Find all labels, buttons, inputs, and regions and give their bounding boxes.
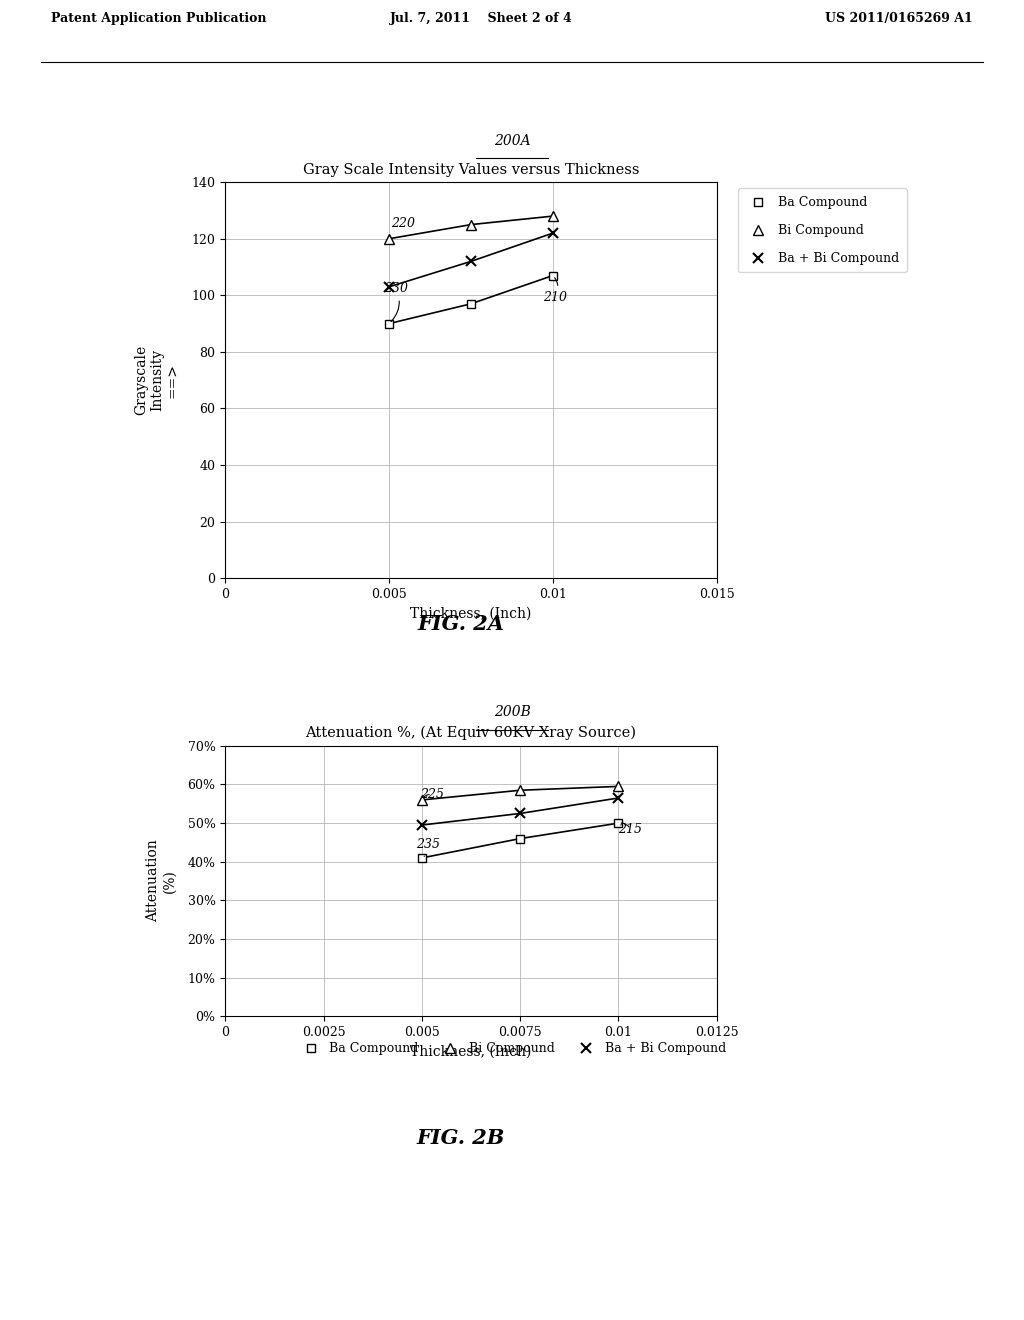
Y-axis label: Grayscale
Intensity
==>: Grayscale Intensity ==> — [134, 345, 180, 416]
Title: Gray Scale Intensity Values versus Thickness: Gray Scale Intensity Values versus Thick… — [303, 162, 639, 177]
X-axis label: Thickness, (Inch): Thickness, (Inch) — [411, 606, 531, 620]
Text: 225: 225 — [420, 788, 444, 801]
Text: 220: 220 — [390, 218, 415, 236]
Text: 210: 210 — [543, 277, 567, 304]
Text: 200A: 200A — [494, 133, 530, 148]
Legend: Ba Compound, Bi Compound, Ba + Bi Compound: Ba Compound, Bi Compound, Ba + Bi Compou… — [738, 189, 906, 272]
Text: Patent Application Publication: Patent Application Publication — [51, 12, 266, 25]
Y-axis label: Attenuation
(%): Attenuation (%) — [146, 840, 176, 923]
Legend: Ba Compound, Bi Compound, Ba + Bi Compound: Ba Compound, Bi Compound, Ba + Bi Compou… — [293, 1038, 731, 1060]
Text: 235: 235 — [416, 838, 440, 857]
Text: Jul. 7, 2011    Sheet 2 of 4: Jul. 7, 2011 Sheet 2 of 4 — [390, 12, 572, 25]
Text: 200B: 200B — [494, 705, 530, 719]
Text: FIG. 2A: FIG. 2A — [418, 614, 504, 634]
X-axis label: Thickness, (Inch): Thickness, (Inch) — [411, 1044, 531, 1059]
Text: US 2011/0165269 A1: US 2011/0165269 A1 — [825, 12, 973, 25]
Text: FIG. 2B: FIG. 2B — [417, 1129, 505, 1148]
Text: 230: 230 — [384, 282, 409, 322]
Text: 215: 215 — [618, 822, 642, 836]
Title: Attenuation %, (At Equiv 60KV Xray Source): Attenuation %, (At Equiv 60KV Xray Sourc… — [305, 726, 637, 741]
